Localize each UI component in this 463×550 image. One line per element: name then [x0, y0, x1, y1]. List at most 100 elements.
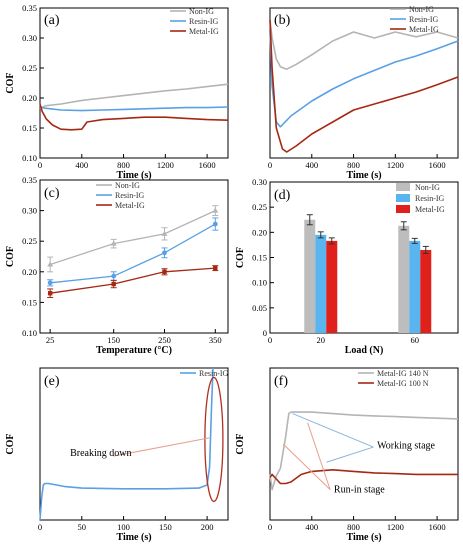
x-tick-label: 200 [201, 522, 214, 532]
data-point [47, 261, 54, 267]
data-point [162, 250, 167, 256]
series-line-metal-ig-140-n [269, 411, 459, 491]
data-point [110, 240, 117, 246]
y-tick-label: 0.25 [22, 63, 37, 73]
legend-swatch [396, 205, 410, 213]
x-axis-label: Time (s) [116, 532, 151, 543]
breakdown-ellipse [204, 376, 224, 503]
legend-swatch [396, 194, 410, 202]
y-tick-label: 0.20 [22, 93, 37, 103]
panel-f: (f) 0 400 800 1200 1600 Time (s) COF Metal-IG 14… [235, 367, 459, 543]
x-tick-label: 1600 [429, 522, 446, 532]
legend-label: Metal-IG [415, 205, 445, 214]
x-axis-label: Time (s) [346, 170, 381, 181]
series-line-non-ig [39, 83, 229, 110]
panel-c: (c) 0.10 0.15 0.20 0.25 0.30 0.35 25 150 250 350 Te… [5, 175, 229, 356]
y-tick-label: 0.15 [22, 297, 37, 307]
x-tick-label: 800 [347, 160, 360, 170]
x-axis-label: Load (N) [345, 345, 384, 356]
bar-metal-ig [420, 249, 432, 333]
bar-resin-ig [315, 234, 327, 333]
panel-letter: (b) [274, 13, 291, 28]
x-origin-label: 0 [268, 335, 272, 345]
y-tick-label: 0.15 [22, 123, 37, 133]
legend-label: Resin-IG [189, 17, 219, 26]
data-point [162, 269, 167, 274]
legend-label: Non-IG [409, 5, 434, 14]
legend-label: Resin-IG [199, 369, 229, 378]
x-tick-label: 1200 [157, 160, 174, 170]
legend-label: Resin-IG [409, 15, 439, 24]
x-tick-label: 0 [268, 160, 272, 170]
y-tick-label: 0.05 [252, 303, 267, 313]
x-tick-label: 1200 [387, 522, 404, 532]
y-tick-label: 0.25 [22, 236, 37, 246]
y-axis-label: COF [235, 433, 246, 454]
panel-letter: (f) [274, 374, 288, 389]
panel-letter: (a) [44, 13, 60, 28]
x-tick-label: 60 [411, 335, 420, 345]
annotation-leader [282, 443, 331, 490]
x-tick-label: 25 [46, 335, 55, 345]
x-tick-label: 400 [75, 160, 88, 170]
panel-d: (d) 0 0.05 0.10 0.15 0.20 0.25 0.30 Load (N) COF 2… [235, 177, 459, 356]
panel-letter: (e) [44, 374, 60, 389]
bar-non-ig [304, 219, 316, 333]
legend-label: Non-IG [115, 181, 140, 190]
plot-frame [39, 179, 229, 334]
bar-non-ig [398, 225, 410, 333]
legend-swatch [396, 183, 410, 191]
series-line-metal-ig [39, 103, 229, 131]
bar-resin-ig [409, 240, 421, 333]
y-tick-label: 0.20 [252, 227, 267, 237]
series-line-resin-ig [269, 31, 459, 128]
data-point [47, 291, 53, 296]
annotation-leader [113, 437, 210, 457]
x-tick-label: 150 [107, 335, 120, 345]
x-axis-label: Time (s) [346, 532, 381, 543]
legend-label: Metal-IG 140 N [377, 369, 429, 378]
annotation-text: Working stage [377, 441, 435, 452]
x-tick-label: 0 [38, 522, 42, 532]
y-tick-label: 0.10 [252, 278, 267, 288]
data-point [111, 281, 116, 287]
y-tick-label: 0.35 [22, 3, 37, 13]
legend-label: Metal-IG [189, 27, 219, 36]
y-axis-label: COF [5, 246, 16, 267]
data-point [212, 221, 218, 227]
panel-letter: (d) [274, 188, 291, 203]
annotation-leader [326, 446, 374, 463]
y-tick-label: 0.35 [22, 175, 37, 185]
series-line-resin-ig [50, 223, 216, 284]
y-tick-label: 0.30 [252, 177, 267, 187]
x-axis-label: Temperature (°C) [96, 345, 172, 356]
panel-e: (e) 0 50 100 150 200 Time (s) COF Resin-IG Breaki… [5, 367, 229, 543]
series-line-non-ig [49, 210, 216, 266]
x-axis-label: Time (s) [116, 170, 151, 181]
x-tick-label: 50 [78, 522, 87, 532]
x-tick-label: 100 [117, 522, 130, 532]
legend-label: Metal-IG [115, 201, 145, 210]
panel-a: (a) 0.10 0.15 0.20 0.25 0.30 0.35 0 400 800 1200 16… [5, 3, 229, 181]
y-tick-label: 0.10 [22, 328, 37, 338]
series-line-resin-ig [39, 106, 229, 112]
series-line-metal-ig [269, 19, 459, 153]
data-point [47, 280, 53, 286]
data-point [161, 230, 168, 236]
x-tick-label: 1600 [429, 160, 446, 170]
annotation-text: Breaking down [70, 448, 131, 459]
plot-frame [39, 367, 229, 521]
x-tick-label: 0 [268, 522, 272, 532]
y-tick-label: 0.20 [22, 267, 37, 277]
y-tick-label: 0.30 [22, 206, 37, 216]
annotation-text: Run-in stage [334, 485, 385, 496]
legend-label: Resin-IG [115, 191, 145, 200]
x-tick-label: 800 [347, 522, 360, 532]
data-point [213, 265, 218, 271]
y-axis-label: COF [235, 247, 246, 268]
legend-label: Metal-IG [409, 25, 439, 34]
y-tick-label: 0 [263, 328, 267, 338]
x-tick-label: 350 [209, 335, 222, 345]
series-line-metal-ig-100-n [269, 468, 458, 485]
